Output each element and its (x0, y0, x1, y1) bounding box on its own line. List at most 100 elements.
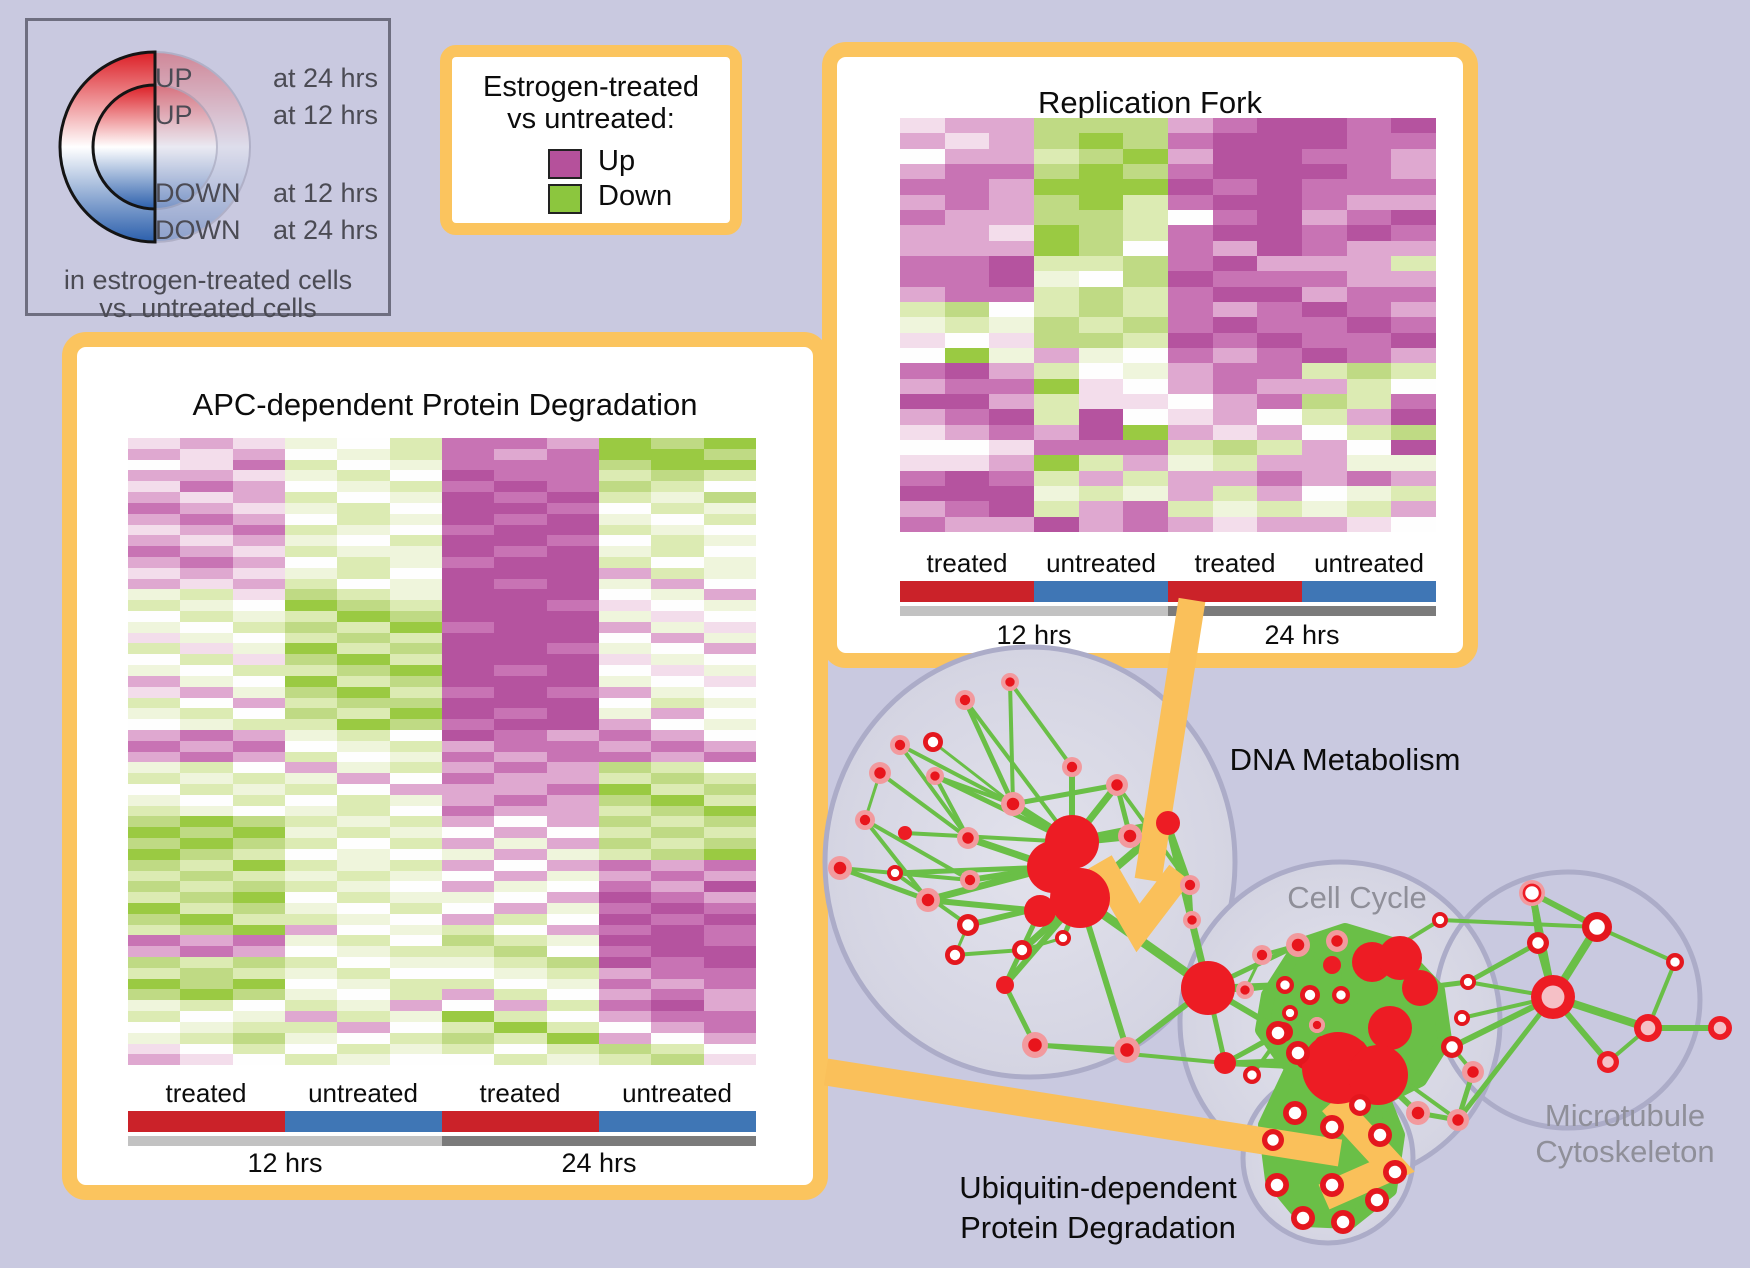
heatmap-cell (284, 794, 338, 806)
down-swatch-label: Down (598, 180, 673, 212)
heatmap-row (128, 1043, 756, 1055)
heatmap-cell (703, 957, 756, 968)
heatmap-cell (546, 859, 599, 871)
network-node-center (1452, 1114, 1464, 1126)
heatmap-cell (1391, 485, 1437, 502)
heatmap-cell (389, 989, 442, 1001)
heatmap-cell (180, 1011, 233, 1022)
heatmap-cell (441, 611, 495, 622)
heatmap-cell (944, 148, 990, 164)
heatmap-cell (1302, 347, 1347, 364)
heatmap-cell (598, 546, 652, 557)
network-node-center (1304, 989, 1316, 1001)
heatmap-cell (389, 902, 442, 914)
heatmap-row (128, 470, 756, 482)
network-edge (898, 743, 970, 840)
heatmap-cell (389, 1021, 442, 1033)
heatmap-cell (989, 470, 1035, 486)
heatmap-cell (1391, 516, 1437, 532)
heatmap-cell (284, 762, 338, 774)
heatmap-cell (1123, 393, 1169, 410)
network-node-center (1713, 1021, 1727, 1035)
heatmap-cell (389, 567, 442, 579)
network-edge (1012, 782, 1118, 807)
heatmap-cell (232, 773, 285, 784)
heatmap-row (900, 286, 1437, 302)
heatmap-cell (180, 719, 233, 730)
heatmap-cell (1346, 409, 1392, 425)
heatmap-cell (441, 459, 495, 471)
heatmap-cell (441, 773, 495, 784)
heatmap-cell (944, 347, 990, 364)
rf-untreated-bar-24 (1302, 581, 1436, 602)
heatmap-cell (494, 589, 547, 601)
heatmap-cell (494, 805, 547, 817)
legend-caption-line2: vs. untreated cells (99, 293, 317, 323)
heatmap-cell (1212, 409, 1258, 425)
heatmap-cell (1346, 317, 1392, 333)
heatmap-cell (651, 1054, 704, 1066)
heatmap-cell (944, 271, 990, 287)
heatmap-cell (180, 859, 233, 871)
legend-up-24-time: at 24 hrs (272, 63, 378, 93)
heatmap-cell (1034, 393, 1079, 410)
heatmap-cell (494, 1054, 547, 1066)
heatmap-cell (180, 546, 233, 557)
heatmap-cell (128, 827, 181, 839)
heatmap-cell (232, 578, 285, 590)
heatmap-cell (337, 675, 390, 687)
heatmap-cell (1346, 194, 1392, 210)
heatmap-row (128, 1021, 756, 1033)
heatmap-cell (546, 492, 599, 503)
heatmap-cell (128, 546, 181, 557)
heatmap-cell (389, 632, 442, 644)
heatmap-cell (1168, 378, 1213, 394)
rf-treated-bar-12 (900, 581, 1034, 602)
heatmap-cell (494, 870, 547, 882)
heatmap-cell (1212, 225, 1258, 241)
heatmap-cell (1391, 133, 1437, 149)
heatmap-cell (441, 513, 495, 525)
heatmap-cell (128, 1021, 181, 1033)
heatmap-cell (703, 913, 756, 925)
heatmap-cell (389, 697, 442, 709)
heatmap-cell (546, 902, 599, 914)
heatmap-cell (651, 935, 704, 947)
heatmap-cell (598, 524, 652, 536)
heatmap-cell (441, 448, 495, 460)
heatmap-cell (337, 643, 390, 655)
heatmap-cell (494, 773, 547, 784)
heatmap-cell (703, 967, 756, 979)
network-node (1156, 811, 1180, 835)
heatmap-cell (389, 535, 442, 547)
heatmap-cell (441, 621, 495, 633)
heatmap-cell (232, 1043, 285, 1055)
heatmap-cell (546, 870, 599, 882)
apc-12hr-bar (128, 1136, 442, 1146)
rf-group-label-1: treated (926, 548, 1008, 578)
heatmap-cell (1302, 194, 1347, 210)
heatmap-row (128, 773, 756, 784)
heatmap-cell (128, 719, 181, 730)
heatmap-cell (989, 118, 1035, 134)
heatmap-cell (1391, 409, 1437, 425)
heatmap-cell (1078, 163, 1124, 180)
heatmap-cell (232, 902, 285, 914)
heatmap-cell (546, 632, 599, 644)
network-node (1323, 956, 1341, 974)
heatmap-row (900, 133, 1437, 149)
heatmap-row (900, 378, 1437, 394)
heatmap-cell (598, 805, 652, 817)
heatmap-cell (494, 513, 547, 525)
heatmap-cell (284, 665, 338, 676)
heatmap-row (128, 859, 756, 871)
heatmap-cell (1391, 347, 1437, 364)
heatmap-cell (900, 393, 945, 410)
heatmap-cell (944, 332, 990, 348)
heatmap-cell (284, 913, 338, 925)
heatmap-cell (546, 470, 599, 482)
heatmap-cell (703, 654, 756, 666)
heatmap-cell (1123, 470, 1169, 486)
heatmap-cell (598, 751, 652, 763)
heatmap-cell (1391, 332, 1437, 348)
